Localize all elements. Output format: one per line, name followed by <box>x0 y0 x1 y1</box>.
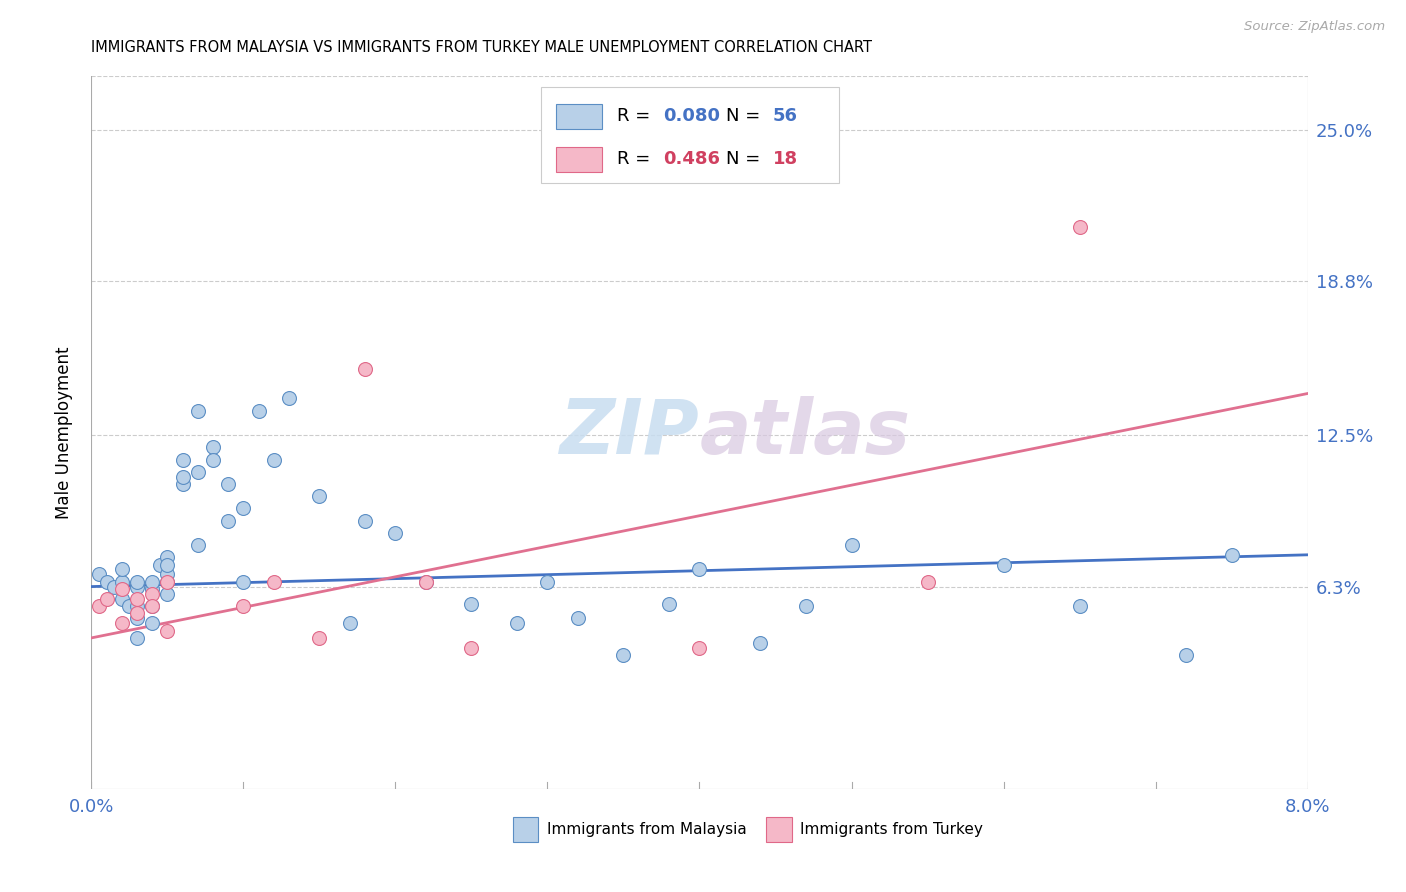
Point <box>125 599 148 614</box>
Text: Immigrants from Malaysia: Immigrants from Malaysia <box>547 822 747 837</box>
Point <box>187 465 209 479</box>
Point <box>156 624 179 638</box>
Point <box>232 574 254 589</box>
Text: Source: ZipAtlas.com: Source: ZipAtlas.com <box>1244 20 1385 33</box>
Text: 0.080: 0.080 <box>664 108 720 126</box>
Point <box>111 582 134 596</box>
Point <box>156 558 179 572</box>
Point <box>141 587 163 601</box>
Point <box>202 440 225 454</box>
Point <box>339 616 361 631</box>
Text: IMMIGRANTS FROM MALAYSIA VS IMMIGRANTS FROM TURKEY MALE UNEMPLOYMENT CORRELATION: IMMIGRANTS FROM MALAYSIA VS IMMIGRANTS F… <box>91 40 872 55</box>
Text: 18: 18 <box>772 151 797 169</box>
Point <box>141 599 163 614</box>
Point <box>841 538 863 552</box>
Point <box>749 636 772 650</box>
Text: N =: N = <box>727 108 766 126</box>
Point <box>1069 220 1091 235</box>
Point <box>217 477 239 491</box>
Point <box>111 574 134 589</box>
Point <box>232 599 254 614</box>
Point <box>125 591 148 606</box>
FancyBboxPatch shape <box>541 87 839 183</box>
Point <box>111 562 134 576</box>
Point <box>354 362 377 376</box>
Text: N =: N = <box>727 151 766 169</box>
Point <box>156 550 179 565</box>
Point <box>149 558 172 572</box>
Point <box>217 514 239 528</box>
Point <box>125 611 148 625</box>
Point <box>658 597 681 611</box>
Text: R =: R = <box>617 151 655 169</box>
Text: R =: R = <box>617 108 655 126</box>
Point <box>125 607 148 621</box>
Point <box>156 587 179 601</box>
Point <box>125 631 148 645</box>
Point <box>612 648 634 662</box>
Point <box>536 574 558 589</box>
Y-axis label: Male Unemployment: Male Unemployment <box>55 346 73 519</box>
Point <box>688 562 710 576</box>
Point <box>308 489 330 503</box>
Text: 56: 56 <box>772 108 797 126</box>
Point <box>141 599 163 614</box>
Point <box>415 574 437 589</box>
Point <box>111 616 134 631</box>
Point <box>1220 548 1243 562</box>
Point <box>187 403 209 417</box>
Point <box>96 591 118 606</box>
Point <box>202 452 225 467</box>
Point <box>172 452 194 467</box>
Point <box>87 567 110 582</box>
Point <box>917 574 939 589</box>
Point <box>125 580 148 594</box>
Point <box>460 597 482 611</box>
Point <box>172 469 194 483</box>
Point <box>172 477 194 491</box>
Point <box>993 558 1015 572</box>
Point <box>125 574 148 589</box>
Point <box>278 392 301 406</box>
Point <box>354 514 377 528</box>
Point <box>1174 648 1197 662</box>
Point <box>141 616 163 631</box>
Point <box>415 574 437 589</box>
Point <box>384 525 406 540</box>
Point <box>794 599 817 614</box>
Bar <box>555 104 602 129</box>
Point <box>263 574 285 589</box>
Point <box>111 591 134 606</box>
Text: atlas: atlas <box>699 396 911 469</box>
Point <box>156 567 179 582</box>
Point <box>1069 599 1091 614</box>
Point <box>96 574 118 589</box>
Point <box>103 580 125 594</box>
Point <box>118 599 141 614</box>
Point <box>308 631 330 645</box>
Point <box>187 538 209 552</box>
Point <box>247 403 270 417</box>
Point <box>567 611 589 625</box>
Point <box>156 574 179 589</box>
Point <box>232 501 254 516</box>
Point <box>141 574 163 589</box>
Text: 0.486: 0.486 <box>664 151 720 169</box>
Point <box>141 582 163 596</box>
Point <box>87 599 110 614</box>
Bar <box>555 147 602 172</box>
Point <box>263 452 285 467</box>
Text: Immigrants from Turkey: Immigrants from Turkey <box>800 822 983 837</box>
Text: ZIP: ZIP <box>560 396 699 469</box>
Point <box>688 640 710 655</box>
Point <box>506 616 529 631</box>
Point <box>156 574 179 589</box>
Point <box>460 640 482 655</box>
